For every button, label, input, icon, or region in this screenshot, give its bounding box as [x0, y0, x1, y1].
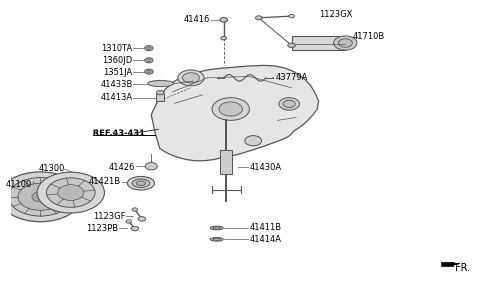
Circle shape: [144, 58, 153, 63]
Text: 41710B: 41710B: [352, 32, 384, 41]
Circle shape: [156, 90, 164, 95]
Circle shape: [178, 70, 204, 86]
Polygon shape: [441, 262, 453, 266]
Text: 1351JA: 1351JA: [103, 68, 132, 77]
Circle shape: [147, 47, 151, 49]
Text: 41426: 41426: [108, 162, 135, 172]
Text: 41411B: 41411B: [250, 223, 282, 233]
Circle shape: [288, 43, 295, 47]
Text: 1310TA: 1310TA: [101, 44, 132, 53]
Circle shape: [212, 98, 250, 120]
Circle shape: [0, 172, 82, 222]
Circle shape: [37, 172, 105, 213]
Polygon shape: [151, 65, 319, 161]
Text: 1123PB: 1123PB: [86, 224, 119, 233]
Circle shape: [334, 36, 357, 50]
Ellipse shape: [210, 226, 223, 230]
Ellipse shape: [136, 181, 145, 186]
Text: 41413A: 41413A: [100, 93, 132, 102]
Polygon shape: [453, 263, 459, 265]
Circle shape: [221, 37, 227, 40]
Circle shape: [132, 208, 138, 211]
Text: 43779A: 43779A: [275, 73, 308, 82]
Text: 41414A: 41414A: [250, 235, 281, 244]
Text: 1360JD: 1360JD: [102, 56, 132, 65]
Text: FR.: FR.: [455, 263, 470, 273]
Circle shape: [32, 192, 49, 202]
Circle shape: [182, 73, 199, 83]
Text: REF.43-431: REF.43-431: [93, 129, 145, 138]
Ellipse shape: [127, 176, 155, 190]
Ellipse shape: [210, 237, 223, 241]
Text: 41100: 41100: [6, 180, 32, 188]
Circle shape: [126, 220, 132, 223]
Text: 41433B: 41433B: [100, 80, 132, 89]
Circle shape: [18, 183, 63, 210]
Text: 41300: 41300: [38, 164, 65, 173]
Circle shape: [288, 14, 294, 18]
Text: 41416: 41416: [183, 15, 210, 24]
Circle shape: [283, 100, 295, 108]
Bar: [156, 93, 164, 100]
Ellipse shape: [132, 179, 150, 187]
Text: 41430A: 41430A: [250, 162, 282, 172]
Text: 1123GX: 1123GX: [320, 10, 353, 19]
Circle shape: [47, 178, 95, 207]
Text: 1123GF: 1123GF: [93, 212, 125, 221]
Circle shape: [147, 70, 151, 73]
Text: 41421B: 41421B: [89, 177, 121, 186]
Circle shape: [9, 178, 72, 216]
Bar: [220, 150, 232, 174]
Circle shape: [219, 102, 242, 116]
Bar: [291, 36, 345, 50]
Circle shape: [131, 226, 139, 231]
Circle shape: [220, 17, 228, 22]
Circle shape: [147, 59, 151, 61]
Ellipse shape: [213, 238, 220, 241]
Circle shape: [338, 39, 352, 47]
Circle shape: [145, 162, 157, 170]
Circle shape: [255, 16, 262, 20]
Circle shape: [144, 69, 153, 74]
Ellipse shape: [148, 80, 173, 87]
Circle shape: [138, 217, 145, 221]
Circle shape: [245, 136, 262, 146]
Circle shape: [144, 45, 153, 51]
Ellipse shape: [213, 227, 220, 229]
Circle shape: [58, 185, 84, 200]
Circle shape: [279, 98, 300, 110]
